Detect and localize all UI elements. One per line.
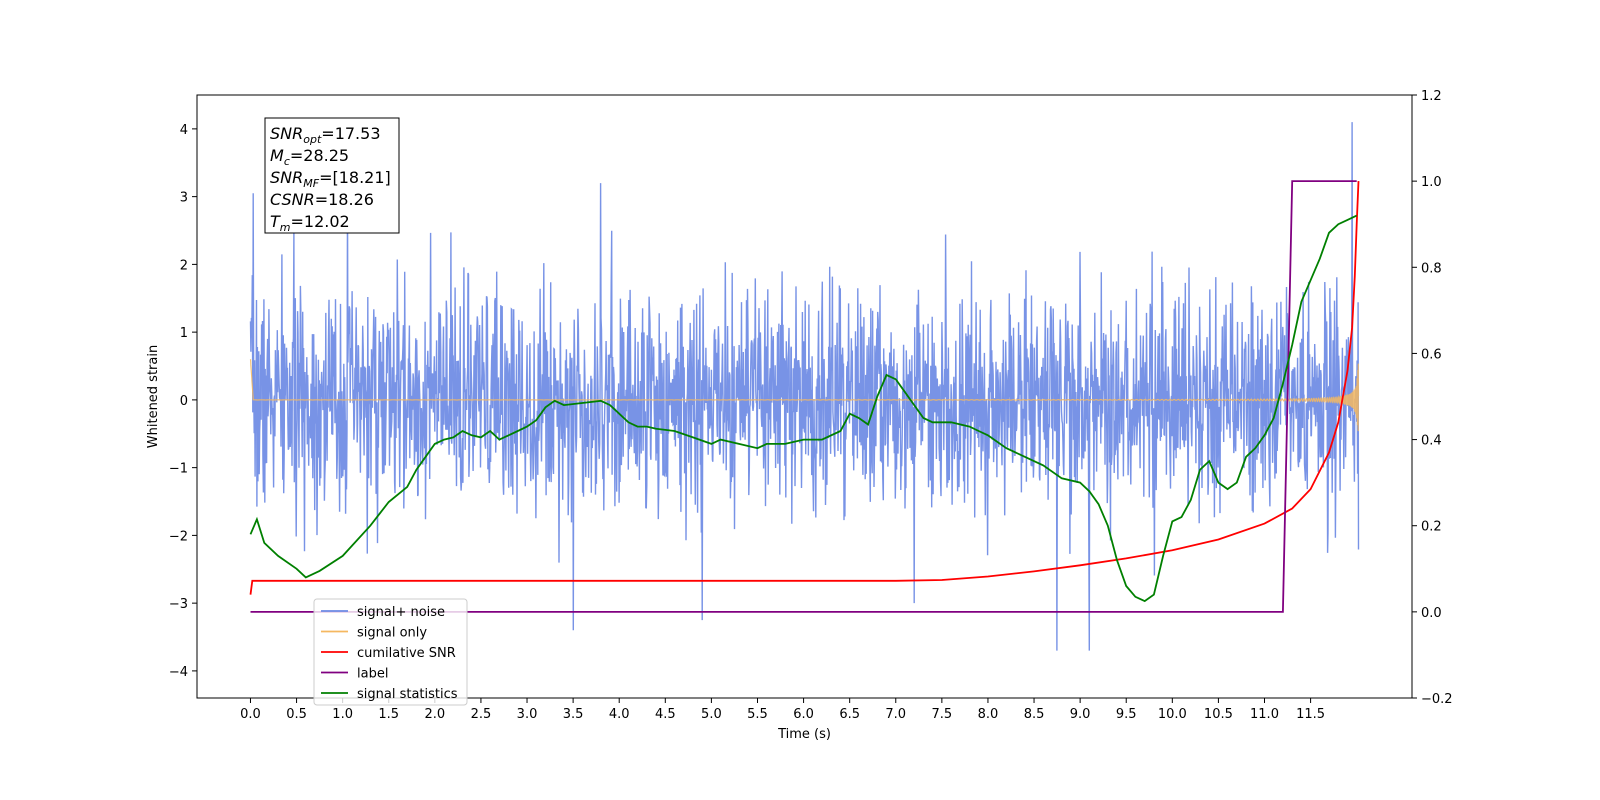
- x-tick-label: 5.0: [701, 707, 722, 722]
- x-tick-label: 8.0: [978, 707, 999, 722]
- x-tick-label: 9.5: [1116, 707, 1137, 722]
- x-tick-label: 1.5: [378, 707, 399, 722]
- stat-name: M: [270, 146, 284, 165]
- legend-frame: [313, 598, 468, 706]
- y-tick-label: 4: [180, 123, 188, 138]
- x-tick-label: 0.5: [286, 707, 307, 722]
- stat-value: =12.02: [291, 212, 350, 231]
- stat-subscript: MF: [303, 177, 319, 190]
- stat-subscript: m: [280, 221, 291, 234]
- stat-name: CSNR: [270, 190, 315, 209]
- series-line-label: [250, 180, 1357, 613]
- legend: signal+ noise signal only cumilative SNR la…: [313, 598, 468, 706]
- series-line-signal-only: [249, 359, 1360, 432]
- y2-tick-label: 0.4: [1421, 434, 1442, 449]
- x-tick-label: 2.0: [424, 707, 445, 722]
- x-tick-label: 6.5: [839, 707, 860, 722]
- x-tick-label: 3.0: [517, 707, 538, 722]
- stats-box-frame: [264, 117, 400, 234]
- stat-line: SNRMF=[18.21]: [270, 168, 391, 190]
- x-tick-label: 11.0: [1250, 707, 1279, 722]
- x-tick-label: 4.5: [655, 707, 676, 722]
- y-tick-label: 2: [180, 258, 188, 273]
- x-tick-label: 2.5: [471, 707, 492, 722]
- y-tick-label: −2: [169, 529, 188, 544]
- x-axis-label: Time (s): [777, 727, 831, 742]
- x-tick-label: 10.5: [1204, 707, 1233, 722]
- legend-label-signal-noise: signal+ noise: [357, 605, 445, 620]
- x-tick-label: 10.0: [1158, 707, 1187, 722]
- series-line-signal-statistics: [249, 214, 1358, 603]
- stat-subscript: opt: [303, 133, 322, 146]
- y2-tick-label: 0.0: [1421, 606, 1442, 621]
- series-line-signal-noise: [249, 122, 1360, 651]
- y-tick-label: 0: [180, 394, 188, 409]
- stat-name: SNR: [270, 168, 303, 187]
- y2-tick-label: 0.2: [1421, 520, 1442, 535]
- y2-tick-label: 0.8: [1421, 261, 1442, 276]
- stat-name: T: [270, 212, 281, 231]
- y-tick-label: 1: [180, 326, 188, 341]
- y-axis-label: Whitened strain: [146, 345, 161, 448]
- x-tick-label: 9.0: [1070, 707, 1091, 722]
- x-axis: 0.0 0.5 1.0 1.5 2.0 2.5 3.0 3.5 4.0 4.5 5.0 5.5 6.0 6…: [240, 698, 1325, 722]
- x-tick-label: 7.0: [885, 707, 906, 722]
- stat-line: Mc=28.25: [270, 146, 349, 168]
- y-tick-label: 3: [180, 191, 188, 206]
- plot-area: [249, 122, 1360, 651]
- x-tick-label: 8.5: [1024, 707, 1045, 722]
- stats-annotation-box: SNRopt=17.53Mc=28.25SNRMF=[18.21]CSNR=18…: [264, 117, 400, 234]
- stat-line: CSNR=18.26: [270, 190, 374, 209]
- y2-tick-label: 0.6: [1421, 347, 1442, 362]
- y-axis-right: −0.2 0.0 0.2 0.4 0.6 0.8 1.0 1.2: [1412, 89, 1453, 707]
- legend-label-cumilative-snr: cumilative SNR: [357, 646, 456, 661]
- stat-value: =18.26: [315, 190, 374, 209]
- x-tick-label: 4.0: [609, 707, 630, 722]
- series-line-cumilative-snr: [249, 181, 1360, 595]
- legend-label-signal-statistics: signal statistics: [357, 687, 458, 702]
- y2-tick-label: −0.2: [1421, 692, 1453, 707]
- x-tick-label: 1.0: [332, 707, 353, 722]
- x-tick-label: 0.0: [240, 707, 261, 722]
- stat-line: Tm=12.02: [270, 212, 350, 234]
- y-tick-label: −4: [169, 665, 188, 680]
- y2-tick-label: 1.0: [1421, 175, 1442, 190]
- plot-frame: [196, 94, 1413, 699]
- y-tick-label: −1: [169, 462, 188, 477]
- legend-label-label: label: [357, 667, 388, 682]
- x-tick-label: 6.0: [793, 707, 814, 722]
- y-tick-label: −3: [169, 597, 188, 612]
- y2-tick-label: 1.2: [1421, 89, 1442, 104]
- x-tick-label: 3.5: [563, 707, 584, 722]
- stat-value: =[18.21]: [319, 168, 391, 187]
- legend-label-signal-only: signal only: [357, 626, 427, 641]
- stat-line: SNRopt=17.53: [270, 124, 381, 146]
- stat-subscript: c: [284, 155, 290, 168]
- y-axis-left: −4 −3 −2 −1 0 1 2 3 4: [169, 123, 197, 680]
- stat-value: =28.25: [290, 146, 349, 165]
- x-tick-label: 5.5: [747, 707, 768, 722]
- x-tick-label: 7.5: [932, 707, 953, 722]
- x-tick-label: 11.5: [1296, 707, 1325, 722]
- stat-value: =17.53: [321, 124, 380, 143]
- stat-name: SNR: [270, 124, 303, 143]
